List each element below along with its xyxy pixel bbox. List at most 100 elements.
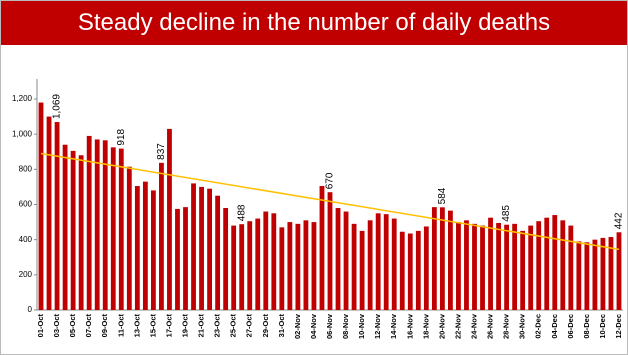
bar <box>592 239 598 310</box>
bar <box>271 213 277 310</box>
bar <box>327 192 333 310</box>
bar <box>207 188 212 310</box>
bar <box>616 232 622 310</box>
chart-title: Steady decline in the number of daily de… <box>1 1 627 45</box>
x-tick-label: 21-Oct <box>197 313 206 337</box>
bar <box>134 186 140 310</box>
bar <box>423 226 429 310</box>
x-tick-label: 19-Oct <box>180 313 189 337</box>
y-tick-label: 0 <box>28 305 33 314</box>
x-tick-label: 24-Nov <box>469 313 478 339</box>
bar <box>38 102 44 311</box>
bar <box>287 222 293 310</box>
bar <box>191 183 196 310</box>
x-tick-label: 05-Oct <box>68 313 77 337</box>
bar <box>335 208 341 310</box>
data-label: 488 <box>236 204 247 221</box>
x-tick-label: 03-Oct <box>52 313 61 337</box>
x-tick-label: 02-Nov <box>293 313 302 339</box>
x-tick-label: 02-Dec <box>534 314 543 339</box>
bar <box>464 220 469 310</box>
x-tick-label: 07-Oct <box>84 313 93 337</box>
x-tick-label: 10-Dec <box>598 314 607 339</box>
x-tick-label: 18-Nov <box>421 313 430 339</box>
bar <box>528 225 534 310</box>
x-tick-label: 30-Nov <box>518 313 527 339</box>
y-tick-label: 400 <box>19 235 33 244</box>
bar <box>568 225 574 310</box>
bar <box>415 230 421 310</box>
bar <box>319 186 325 310</box>
bar <box>504 224 510 310</box>
bar <box>46 116 52 310</box>
bar <box>407 233 413 310</box>
x-tick-label: 04-Dec <box>550 314 559 339</box>
bar <box>584 242 590 310</box>
bar <box>512 223 518 310</box>
x-tick-label: 01-Oct <box>36 313 45 337</box>
y-tick-label: 1,200 <box>12 94 33 103</box>
bar <box>343 211 349 310</box>
bar <box>231 225 237 310</box>
x-tick-label: 13-Oct <box>132 313 141 337</box>
x-tick-label: 26-Nov <box>486 313 495 339</box>
x-tick-label: 12-Nov <box>373 313 382 339</box>
data-label: 1,069 <box>52 94 63 119</box>
bar <box>255 218 261 310</box>
x-tick-label: 12-Dec <box>614 314 623 339</box>
x-tick-label: 20-Nov <box>437 313 446 339</box>
x-tick-label: 31-Oct <box>277 313 286 337</box>
bar <box>600 237 606 310</box>
bar <box>295 223 301 310</box>
bar <box>399 231 405 310</box>
bar <box>359 230 365 310</box>
x-tick-label: 11-Oct <box>116 314 125 337</box>
bar <box>496 222 501 310</box>
bar <box>199 186 204 310</box>
x-tick-label: 22-Nov <box>453 313 462 339</box>
y-tick-label: 800 <box>19 164 33 173</box>
x-tick-label: 27-Oct <box>245 313 254 337</box>
bar <box>86 135 92 310</box>
bar <box>608 237 614 310</box>
x-tick-label: 25-Oct <box>229 313 238 337</box>
x-tick-label: 08-Nov <box>341 313 350 339</box>
bar <box>183 207 188 310</box>
x-tick-label: 04-Nov <box>309 313 318 339</box>
bar <box>383 214 389 310</box>
bar <box>126 166 132 310</box>
bar <box>279 227 285 310</box>
bar <box>488 217 493 310</box>
bar <box>391 218 397 310</box>
bar <box>142 181 148 310</box>
bar <box>560 220 566 310</box>
bar <box>536 221 542 310</box>
data-label: 442 <box>614 212 625 229</box>
y-tick-label: 600 <box>19 200 33 209</box>
bar <box>102 140 108 310</box>
bar <box>456 222 461 310</box>
data-label: 918 <box>116 128 127 145</box>
y-tick-label: 1,000 <box>12 129 33 138</box>
bar <box>439 207 445 310</box>
bar <box>263 211 269 310</box>
x-tick-label: 17-Oct <box>164 313 173 337</box>
x-tick-label: 10-Nov <box>357 313 366 339</box>
bar <box>215 195 221 310</box>
bar <box>78 155 84 310</box>
bar <box>247 221 253 310</box>
x-tick-label: 06-Nov <box>325 313 334 339</box>
bar <box>472 223 477 310</box>
bar <box>375 213 381 310</box>
bar <box>480 225 485 310</box>
bar <box>431 207 437 310</box>
bar <box>311 222 317 310</box>
bar <box>448 210 453 310</box>
x-tick-label: 28-Nov <box>502 313 511 339</box>
bar <box>520 230 526 310</box>
bar <box>110 147 116 310</box>
x-tick-label: 09-Oct <box>100 313 109 337</box>
bar <box>70 150 76 310</box>
